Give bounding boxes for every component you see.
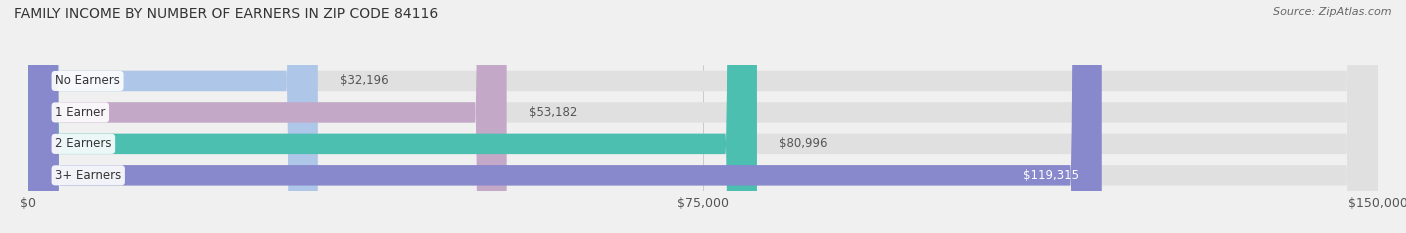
Text: 1 Earner: 1 Earner — [55, 106, 105, 119]
FancyBboxPatch shape — [28, 0, 1378, 233]
Text: 3+ Earners: 3+ Earners — [55, 169, 121, 182]
Text: No Earners: No Earners — [55, 75, 120, 87]
FancyBboxPatch shape — [28, 0, 318, 233]
FancyBboxPatch shape — [28, 0, 1378, 233]
Text: FAMILY INCOME BY NUMBER OF EARNERS IN ZIP CODE 84116: FAMILY INCOME BY NUMBER OF EARNERS IN ZI… — [14, 7, 439, 21]
Text: $53,182: $53,182 — [529, 106, 578, 119]
Text: $80,996: $80,996 — [779, 137, 828, 150]
Text: $32,196: $32,196 — [340, 75, 389, 87]
Text: Source: ZipAtlas.com: Source: ZipAtlas.com — [1274, 7, 1392, 17]
FancyBboxPatch shape — [28, 0, 1102, 233]
Text: 2 Earners: 2 Earners — [55, 137, 111, 150]
Text: $119,315: $119,315 — [1024, 169, 1080, 182]
FancyBboxPatch shape — [28, 0, 756, 233]
FancyBboxPatch shape — [28, 0, 1378, 233]
FancyBboxPatch shape — [28, 0, 506, 233]
FancyBboxPatch shape — [28, 0, 1378, 233]
